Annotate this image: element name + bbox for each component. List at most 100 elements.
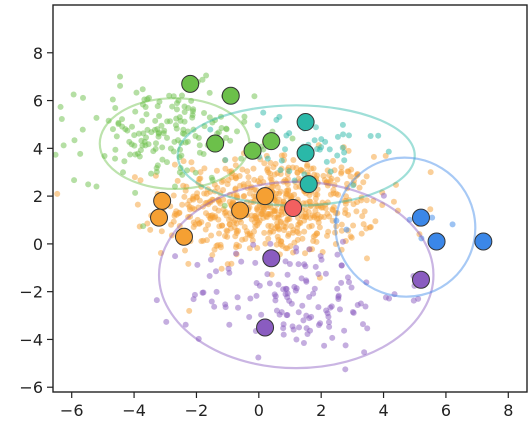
data-point	[58, 115, 65, 122]
data-point	[345, 279, 352, 286]
data-point	[171, 161, 178, 168]
data-point	[375, 132, 382, 139]
data-point	[222, 157, 229, 164]
data-point	[449, 221, 456, 228]
data-point	[238, 258, 245, 265]
data-point	[200, 289, 207, 296]
data-point	[206, 273, 213, 280]
data-point	[224, 261, 231, 268]
data-point	[152, 145, 159, 152]
data-point	[159, 144, 166, 151]
centroid-marker	[411, 270, 430, 289]
centroid-marker	[296, 144, 315, 163]
data-point	[348, 284, 355, 291]
centroid-marker	[256, 187, 275, 206]
data-point	[134, 150, 141, 157]
data-point	[315, 322, 322, 329]
data-point	[195, 204, 202, 211]
data-point	[232, 162, 239, 169]
data-point	[158, 228, 165, 235]
data-point	[335, 296, 342, 303]
data-point	[152, 117, 159, 124]
data-point	[192, 169, 199, 176]
data-point	[282, 177, 289, 184]
data-point	[359, 213, 366, 220]
data-point	[204, 186, 211, 193]
data-point	[363, 173, 370, 180]
data-point	[154, 162, 161, 169]
data-point	[135, 130, 142, 137]
data-point	[202, 226, 209, 233]
data-point	[304, 330, 311, 337]
data-point	[120, 169, 127, 176]
data-point	[280, 331, 287, 338]
data-point	[194, 261, 201, 268]
data-point	[153, 297, 160, 304]
data-point	[310, 290, 317, 297]
data-point	[287, 243, 294, 250]
data-point	[201, 123, 208, 130]
data-point	[361, 349, 368, 356]
data-point	[196, 175, 203, 182]
data-point	[308, 313, 315, 320]
centroid-marker	[181, 74, 200, 93]
data-point	[315, 271, 322, 278]
data-point	[203, 190, 210, 197]
centroid-marker	[474, 232, 493, 251]
data-point	[171, 138, 178, 145]
data-point	[131, 174, 138, 181]
data-point	[315, 304, 322, 311]
data-point	[306, 246, 313, 253]
data-point	[164, 118, 171, 125]
data-point	[164, 134, 171, 141]
data-point	[350, 222, 357, 229]
data-point	[338, 221, 345, 228]
data-point	[385, 148, 392, 155]
data-point	[240, 181, 247, 188]
data-point	[134, 201, 141, 208]
data-point	[334, 152, 341, 159]
data-point	[342, 366, 349, 373]
data-point	[333, 217, 340, 224]
data-point	[190, 126, 197, 133]
data-point	[183, 183, 190, 190]
data-point	[318, 256, 325, 263]
data-point	[147, 226, 154, 233]
data-point	[132, 189, 139, 196]
data-point	[268, 176, 275, 183]
data-point	[181, 103, 188, 110]
data-point	[321, 342, 328, 349]
data-point	[390, 198, 397, 205]
data-point	[292, 287, 299, 294]
data-point	[275, 214, 282, 221]
data-point	[198, 183, 205, 190]
data-point	[250, 241, 257, 248]
data-point	[226, 221, 233, 228]
data-point	[332, 241, 339, 248]
data-point	[295, 214, 302, 221]
data-point	[234, 194, 241, 201]
data-point	[360, 179, 367, 186]
data-point	[207, 198, 214, 205]
data-point	[170, 93, 177, 100]
data-point	[278, 157, 285, 164]
data-point	[258, 311, 265, 318]
data-point	[233, 227, 240, 234]
data-point	[224, 228, 231, 235]
data-point	[232, 250, 239, 257]
data-point	[264, 155, 271, 162]
data-point	[316, 215, 323, 222]
x-tick-label: 0	[254, 401, 264, 420]
data-point	[222, 165, 229, 172]
data-point	[267, 240, 274, 247]
data-point	[283, 132, 290, 139]
data-point	[148, 129, 155, 136]
x-tick-label: −2	[185, 401, 209, 420]
data-point	[392, 181, 399, 188]
x-tick-label: −6	[60, 401, 84, 420]
data-point	[184, 167, 191, 174]
data-point	[163, 159, 170, 166]
data-point	[323, 307, 330, 314]
x-axis: −6 −4 −2 0 2 4 6 8	[60, 392, 513, 420]
centroid-marker	[262, 249, 281, 268]
